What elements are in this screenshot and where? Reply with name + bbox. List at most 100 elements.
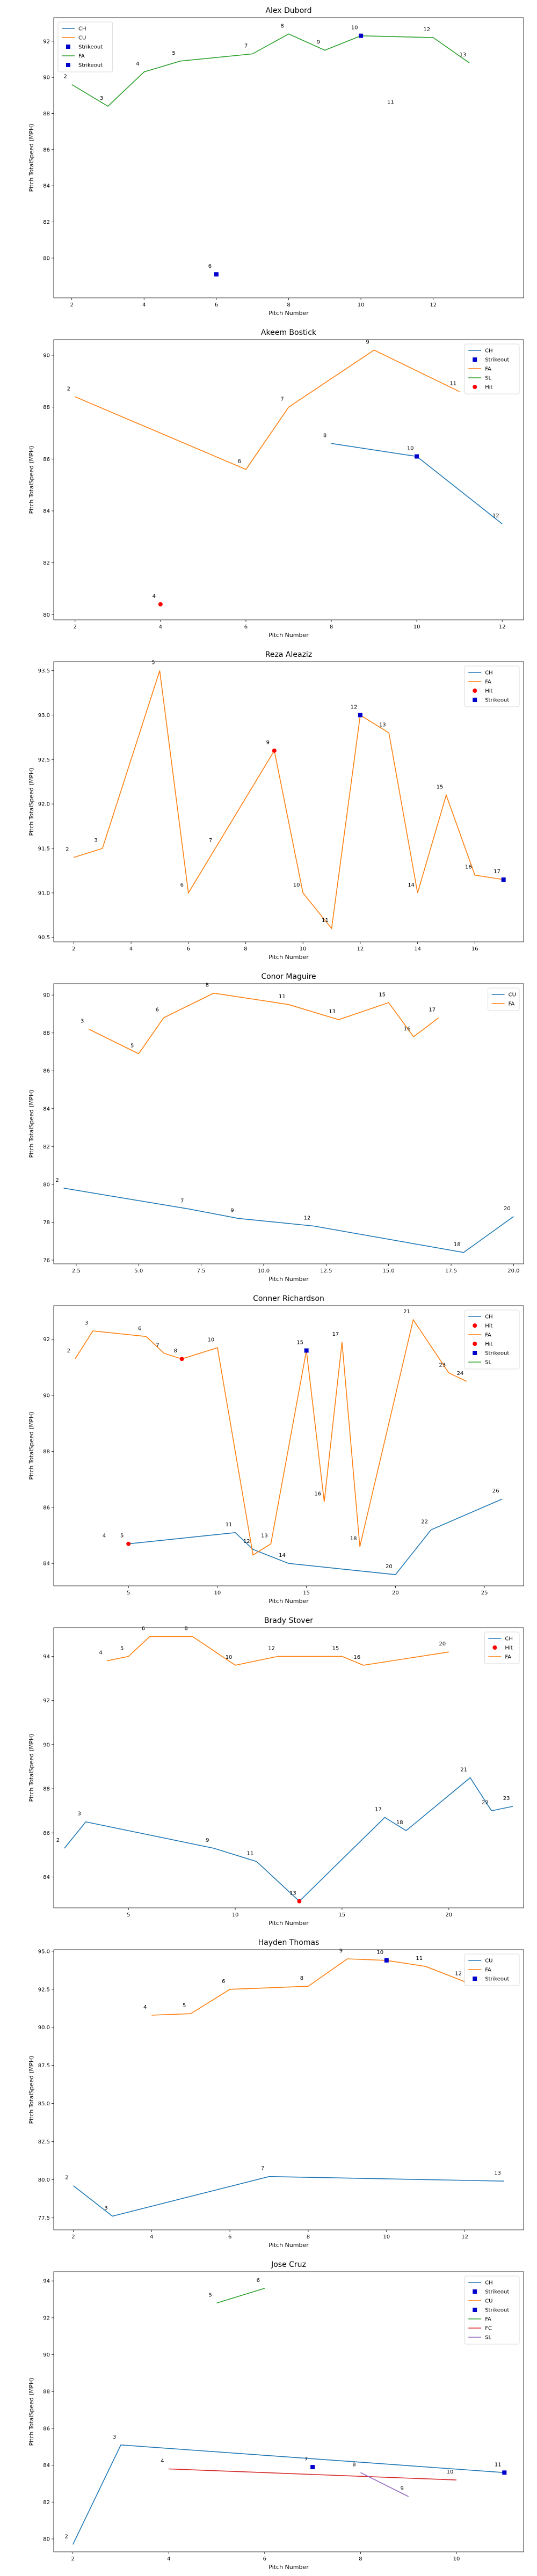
x-tick-label: 20.0	[507, 1268, 519, 1274]
x-tick-label: 25	[481, 1590, 488, 1596]
legend: CH CU Strikeout FA Strikeout	[57, 21, 113, 72]
legend-label: FC	[485, 2326, 492, 2332]
legend-strikeout-marker	[473, 2308, 477, 2312]
legend-hit-marker	[473, 1323, 477, 1328]
pitch-number-label: 14	[279, 1553, 286, 1558]
y-tick-label: 82	[43, 2500, 50, 2506]
pitch-number-label: 11	[279, 994, 286, 1000]
legend-label: CU	[485, 2299, 492, 2304]
pitch-number-label: 4	[136, 61, 139, 67]
strikeout-marker	[304, 1348, 309, 1353]
y-tick-label: 88	[43, 405, 50, 411]
pitch-number-label: 10	[351, 25, 358, 31]
pitch-number-label: 11	[416, 1956, 423, 1962]
legend-strikeout-marker	[473, 357, 477, 362]
legend: CH Hit FA	[484, 1631, 520, 1664]
chart-title: Conor Maguire	[261, 972, 316, 981]
chart-title: Hayden Thomas	[258, 1938, 320, 1947]
pitch-number-label: 12	[492, 513, 499, 519]
y-tick-label: 92.5	[38, 757, 50, 763]
y-tick-label: 93.0	[38, 713, 50, 719]
chart-title: Reza Aleaziz	[265, 650, 312, 659]
y-tick-label: 80	[43, 2536, 50, 2542]
x-tick-label: 4	[159, 624, 162, 630]
pitch-number-label: 13	[329, 1009, 336, 1015]
x-tick-label: 7.5	[197, 1268, 206, 1274]
y-tick-label: 92.5	[38, 1987, 50, 1993]
pitch-number-label: 13	[379, 722, 386, 728]
pitch-number-label: 2	[67, 1348, 70, 1354]
y-tick-label: 86	[43, 1505, 50, 1511]
x-tick-label: 4	[142, 302, 146, 308]
x-tick-label: 8	[359, 2556, 362, 2562]
legend-strikeout-marker	[473, 1351, 477, 1355]
pitch-number-label: 9	[317, 40, 320, 46]
y-tick-label: 80	[43, 612, 50, 618]
pitch-number-label: 13	[494, 2170, 501, 2176]
pitch-number-label: 12	[243, 1539, 250, 1545]
y-tick-label: 76	[43, 1257, 50, 1263]
y-tick-label: 86	[43, 147, 50, 153]
pitch-number-label: 10	[407, 446, 414, 452]
series-line-cu	[63, 1188, 514, 1253]
pitch-number-label: 9	[401, 2486, 404, 2492]
y-tick-label: 90	[43, 993, 50, 999]
pitch-number-label: 9	[339, 1948, 343, 1954]
y-tick-label: 91.0	[38, 890, 50, 896]
legend-label: Strikeout	[485, 2308, 509, 2314]
plot-area	[53, 339, 524, 620]
legend-box	[464, 665, 520, 707]
legend-label: SL	[485, 2335, 491, 2341]
chart-4: Conor Maguire 2.5 5.0 7.5 10.0 12.5 15.0 17.5 20…	[28, 972, 524, 1283]
pitch-number-label: 4	[103, 1533, 106, 1539]
y-tick-label: 90	[43, 1742, 50, 1748]
pitch-number-label: 2	[55, 1177, 59, 1183]
legend-label: FA	[485, 1967, 491, 1973]
pitch-number-label: 7	[180, 1198, 184, 1204]
strikeout-marker	[359, 33, 364, 38]
legend-label: Strikeout	[485, 2289, 509, 2295]
x-tick-label: 8	[330, 624, 333, 630]
pitch-number-label: 8	[352, 2462, 355, 2468]
pitch-number-label: 5	[151, 660, 155, 666]
pitch-number-label: 8	[280, 23, 284, 29]
legend-box	[464, 343, 520, 394]
pitch-number-label: 6	[257, 2278, 260, 2284]
x-tick-label: 15	[303, 1590, 310, 1596]
hit-marker	[126, 1541, 131, 1546]
legend-label: Strikeout	[78, 63, 103, 69]
pitch-number-label: 8	[206, 983, 209, 989]
series-line-fa	[151, 1958, 465, 2016]
y-tick-label: 80	[43, 1182, 50, 1188]
legend-label: CH	[485, 2280, 493, 2286]
pitch-number-label: 9	[230, 1208, 234, 1213]
y-tick-label: 95.0	[38, 1949, 50, 1955]
y-tick-label: 84	[43, 509, 50, 515]
x-tick-label: 6	[263, 2556, 266, 2562]
hit-marker	[158, 602, 163, 606]
legend-strikeout-marker	[473, 2289, 477, 2294]
chart-title: Jose Cruz	[271, 2260, 306, 2269]
pitch-number-label: 14	[408, 882, 415, 888]
pitch-number-label: 10	[226, 1655, 233, 1660]
pitch-number-label: 22	[421, 1519, 428, 1525]
pitch-number-label: 26	[492, 1488, 499, 1494]
pitch-number-label: 18	[350, 1536, 357, 1542]
pitch-number-label: 16	[314, 1491, 321, 1497]
pitch-number-label: 22	[482, 1800, 489, 1806]
x-tick-label: 17.5	[445, 1268, 457, 1274]
y-axis-label: Pitch TotalSpeed (MPH)	[28, 1090, 35, 1158]
x-tick-label: 20	[445, 1912, 452, 1918]
legend-label: CH	[78, 26, 86, 32]
y-tick-label: 92	[43, 1698, 50, 1704]
legend-label: Hit	[485, 689, 492, 694]
legend-box	[484, 1631, 520, 1664]
y-tick-label: 88	[43, 1449, 50, 1455]
x-tick-label: 8	[287, 302, 290, 308]
legend-label: Strikeout	[485, 1351, 509, 1357]
legend-label: CH	[505, 1636, 513, 1642]
x-tick-label: 2	[70, 302, 73, 308]
pitch-number-label: 2	[63, 74, 67, 80]
y-axis-label: Pitch TotalSpeed (MPH)	[28, 1734, 35, 1802]
pitch-number-label: 24	[457, 1371, 464, 1377]
